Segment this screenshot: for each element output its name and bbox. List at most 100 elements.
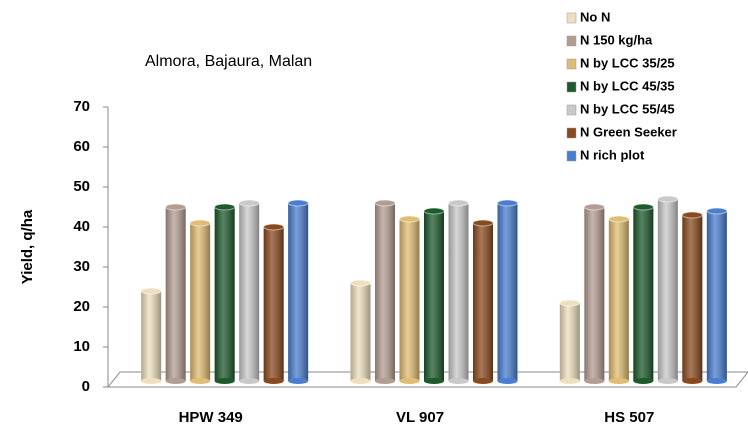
bar-shade [658, 199, 678, 381]
y-axis-label: Yield, q/ha [19, 209, 36, 284]
bar-shade [682, 215, 702, 381]
cylinder [682, 212, 702, 384]
cylinder [473, 220, 493, 384]
bar-top [351, 280, 371, 286]
bar-base [166, 378, 186, 384]
bar-shade [141, 291, 161, 381]
cylinder [288, 200, 308, 384]
bar-shade [707, 211, 727, 381]
bar-shade [633, 207, 653, 381]
cylinder [400, 216, 420, 384]
y-tick-label: 0 [82, 378, 90, 395]
cylinder [375, 200, 395, 384]
bar-base [264, 378, 284, 384]
bar-base [239, 378, 259, 384]
cylinder [609, 216, 629, 384]
bar-top [190, 220, 210, 226]
bar-top [424, 208, 444, 214]
legend-label: N by LCC 55/45 [580, 101, 675, 116]
bar-shade [351, 283, 371, 381]
legend-swatch [567, 13, 576, 23]
bar-top [584, 204, 604, 210]
bar-base [449, 378, 469, 384]
bar-shade [424, 211, 444, 381]
y-tick-label: 70 [73, 98, 90, 115]
bar-base [707, 378, 727, 384]
bar-shade [239, 203, 259, 381]
bar-shade [498, 203, 518, 381]
cylinder [351, 280, 371, 384]
bar-shade [400, 219, 420, 381]
cylinder [498, 200, 518, 384]
bar-base [473, 378, 493, 384]
bar-shade [609, 219, 629, 381]
bar-base [141, 378, 161, 384]
bar-top [375, 200, 395, 206]
x-tick-label: HPW 349 [179, 409, 243, 426]
bar-shade [584, 207, 604, 381]
chart: Almora, Bajaura, Malan Yield, q/ha 0 10 20… [0, 0, 748, 430]
bar-top [449, 200, 469, 206]
bar-shade [264, 227, 284, 381]
y-tick-label: 60 [73, 138, 90, 155]
y-tick-label: 10 [73, 338, 90, 355]
bar-top [141, 288, 161, 294]
legend-swatch [567, 36, 576, 46]
cylinder [449, 200, 469, 384]
bar-top [658, 196, 678, 202]
bar-top [239, 200, 259, 206]
cylinder [584, 204, 604, 384]
bar-base [190, 378, 210, 384]
bar-base [584, 378, 604, 384]
bar-top [633, 204, 653, 210]
y-tick-label: 20 [73, 298, 90, 315]
bar-shade [190, 223, 210, 381]
bar-base [288, 378, 308, 384]
legend-label: N by LCC 35/25 [580, 55, 675, 70]
bar-top [400, 216, 420, 222]
cylinder [215, 204, 235, 384]
x-tick-label: VL 907 [396, 409, 444, 426]
bar-top [682, 212, 702, 218]
cylinder [658, 196, 678, 384]
legend-swatch [567, 105, 576, 115]
bar-base [375, 378, 395, 384]
bar-base [560, 378, 580, 384]
bar-shade [375, 203, 395, 381]
legend-label: N by LCC 45/35 [580, 78, 675, 93]
bar-top [498, 200, 518, 206]
bar-top [215, 204, 235, 210]
bar-base [682, 378, 702, 384]
legend-label: No N [580, 9, 610, 24]
cylinder [239, 200, 259, 384]
cylinder [264, 224, 284, 384]
bar-base [633, 378, 653, 384]
bar-top [560, 300, 580, 306]
bar-base [609, 378, 629, 384]
bar-top [609, 216, 629, 222]
bar-base [658, 378, 678, 384]
bar-shade [560, 303, 580, 381]
bar-shade [166, 207, 186, 381]
cylinder [190, 220, 210, 384]
bar-shade [215, 207, 235, 381]
bar-shade [288, 203, 308, 381]
cylinder [166, 204, 186, 384]
y-tick-label: 30 [73, 258, 90, 275]
bar-base [351, 378, 371, 384]
cylinder [633, 204, 653, 384]
y-tick-label: 40 [73, 218, 90, 235]
cylinder [424, 208, 444, 384]
legend-swatch [567, 59, 576, 69]
bar-top [166, 204, 186, 210]
cylinder [707, 208, 727, 384]
bar-base [424, 378, 444, 384]
legend-label: N rich plot [580, 147, 645, 162]
bar-top [473, 220, 493, 226]
x-tick-label: HS 507 [604, 409, 654, 426]
chart-title: Almora, Bajaura, Malan [145, 53, 312, 70]
bar-shade [449, 203, 469, 381]
bar-top [707, 208, 727, 214]
legend-label: N 150 kg/ha [580, 32, 653, 47]
legend-swatch [567, 128, 576, 138]
